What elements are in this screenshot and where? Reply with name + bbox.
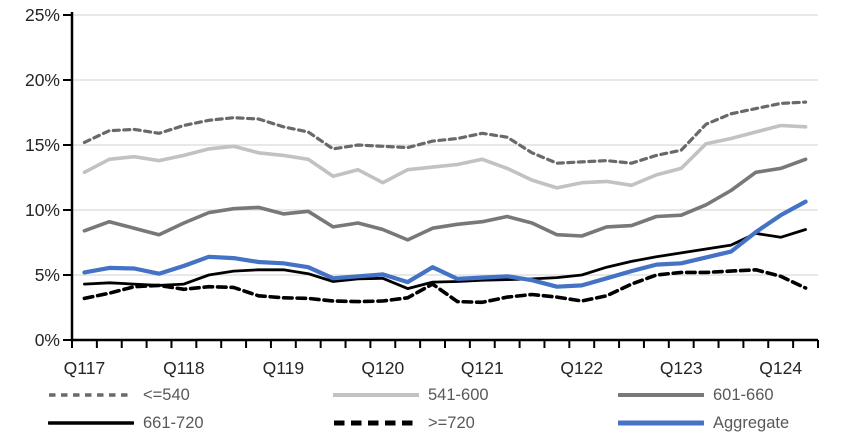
series-line-661-720: [83, 228, 807, 291]
x-axis-label: Q121: [461, 358, 504, 378]
series-line-541-600: [82, 123, 808, 190]
y-axis-label: 25%: [25, 5, 60, 25]
series-line-aggregate: [82, 199, 808, 289]
y-axis-label: 10%: [25, 200, 60, 220]
y-axis-label: 20%: [25, 70, 60, 90]
x-axis-label: Q124: [759, 358, 802, 378]
series-line-540: [82, 100, 808, 165]
x-axis-label: Q123: [660, 358, 703, 378]
series-line-720: [82, 267, 808, 305]
x-axis-label: Q118: [163, 358, 205, 378]
x-axis-label: Q120: [361, 358, 404, 378]
x-axis-label: Q119: [263, 358, 305, 378]
x-axis-label: Q117: [64, 358, 106, 378]
y-axis-label: 15%: [25, 135, 60, 155]
y-axis-label: 0%: [35, 330, 60, 350]
y-axis-label: 5%: [35, 265, 60, 285]
x-axis-label: Q122: [560, 358, 603, 378]
series-line-601-660: [82, 157, 808, 242]
